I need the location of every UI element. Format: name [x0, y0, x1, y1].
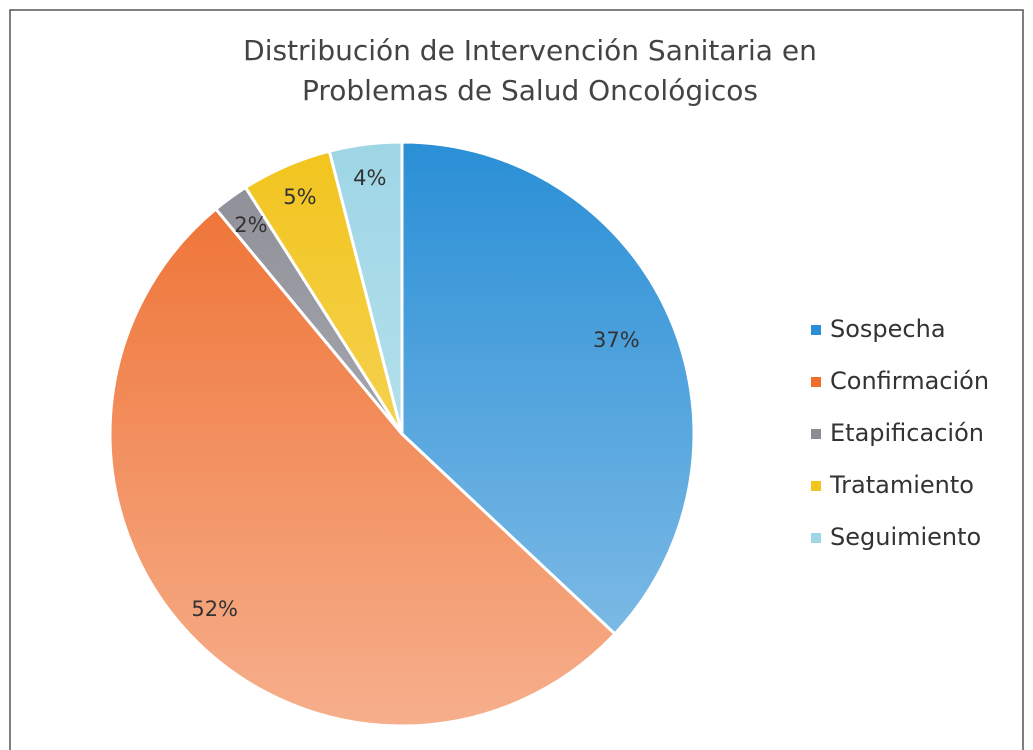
legend-swatch	[811, 533, 821, 543]
legend-label: Etapificación	[830, 419, 984, 447]
chart-title: Problemas de Salud Oncológicos	[302, 74, 758, 107]
legend-label: Confirmación	[830, 367, 989, 395]
legend-swatch	[811, 325, 821, 335]
pie-slice	[108, 206, 617, 728]
legend-label: Tratamiento	[829, 471, 974, 499]
pie-slice	[327, 140, 404, 435]
legend-swatch	[811, 481, 821, 491]
legend-label: Seguimiento	[830, 523, 981, 551]
chart-title: Distribución de Intervención Sanitaria e…	[243, 34, 817, 67]
data-label: 5%	[283, 185, 316, 209]
pie-slice	[400, 140, 696, 637]
legend-swatch	[811, 377, 821, 387]
legend-label: Sospecha	[830, 315, 946, 343]
legend-swatch	[811, 429, 821, 439]
data-label: 52%	[191, 597, 238, 621]
data-label: 2%	[234, 213, 267, 237]
data-label: 37%	[593, 328, 640, 352]
data-label: 4%	[353, 166, 386, 190]
